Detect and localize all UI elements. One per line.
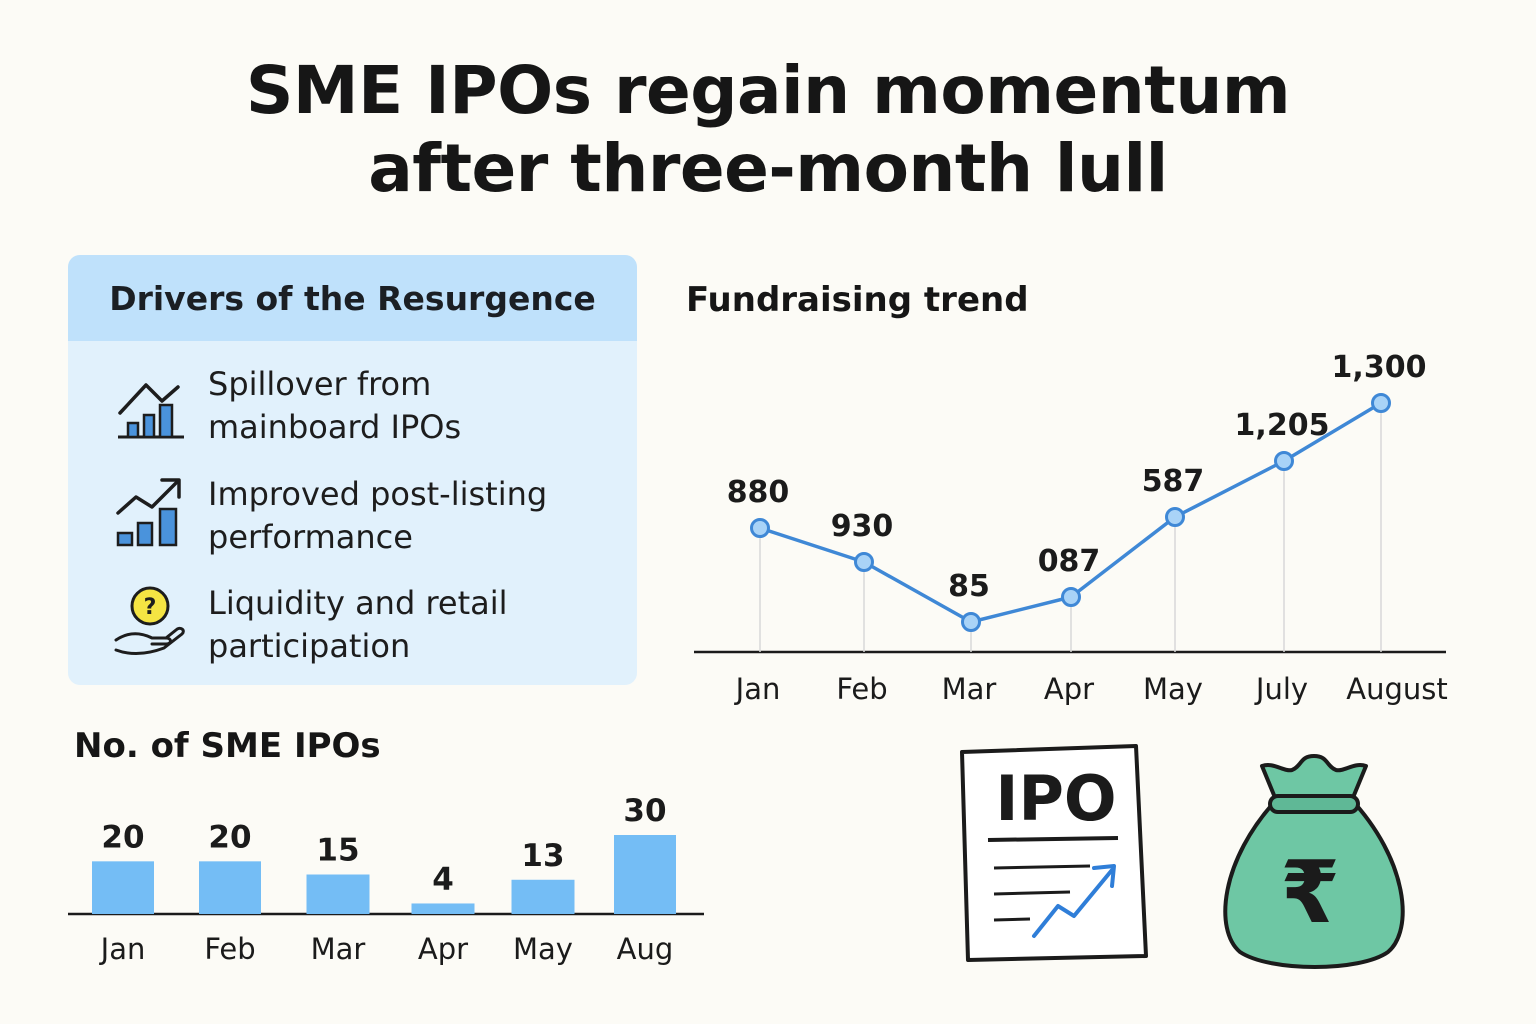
rupee-symbol: ₹ [1280,843,1340,943]
bar-value-label: 13 [521,838,564,874]
driver-text-liquidity: Liquidity and retail participation [208,582,628,668]
driver-line: Spillover from [208,365,432,403]
bar-value-label: 4 [432,861,454,897]
bar-value-label: 20 [208,819,251,855]
bar-value-label: 15 [316,833,359,869]
data-point [961,612,981,632]
title-line-2: after three-month lull [368,130,1168,207]
data-label: 930 [831,509,894,544]
driver-item-liquidity: ? Liquidity and retail participation [68,582,637,678]
x-tick-label: Apr [418,932,468,966]
svg-text:?: ? [144,595,157,620]
x-tick-label: Apr [1044,672,1094,706]
driver-item-spillover: Spillover from mainboard IPOs [68,363,637,459]
bar-chart-peak-icon [118,383,184,439]
bar-chart-growth-icon [116,478,181,547]
data-point [1274,451,1294,471]
bar-value-label: 30 [623,793,666,829]
bar [92,861,154,914]
driver-item-performance: Improved post-listing performance [68,473,637,569]
x-tick-label: Mar [942,672,997,706]
ipo-count-bar-chart: 20 Jan 20 Feb 15 Mar 4 Apr 13 May 30 Aug [68,793,704,966]
drivers-heading: Drivers of the Resurgence [68,255,637,341]
data-point [1061,587,1081,607]
x-tick-label: August [1346,672,1448,706]
data-point [1165,507,1185,527]
driver-line: Liquidity and retail [208,584,508,622]
driver-line: Improved post-listing [208,475,548,513]
title-line-1: SME IPOs regain momentum [245,52,1291,129]
x-tick-label: Mar [311,932,366,966]
x-tick-label: May [513,932,573,966]
ipo-document-text: IPO [995,762,1116,835]
data-label: 85 [948,569,990,604]
bar [411,903,475,914]
ipo-document-icon: IPO [960,744,1148,962]
ipo-count-chart-title: No. of SME IPOs [74,726,381,766]
hand-coin-icon: ? [114,586,185,656]
data-label: 880 [727,475,790,510]
data-point [750,518,770,538]
x-tick-label: Aug [617,932,674,966]
data-point [1371,393,1391,413]
data-label: 587 [1142,464,1205,499]
driver-line: mainboard IPOs [208,408,462,446]
bar [199,861,261,914]
bar-value-label: 20 [101,819,144,855]
data-point [854,552,874,572]
drivers-card: Drivers of the Resurgence Spillover from… [68,255,637,685]
x-tick-label: Jan [99,932,146,966]
data-label: 087 [1038,544,1101,579]
driver-text-performance: Improved post-listing performance [208,473,628,559]
x-tick-label: Feb [204,932,255,966]
fundraising-chart-title: Fundraising trend [686,280,1029,320]
fundraising-line-chart: 880 Jan 930 Feb 85 Mar 087 Apr 587 May 1,205 July 1,… [694,350,1448,706]
bar [614,835,676,914]
x-tick-label: May [1143,672,1203,706]
x-tick-label: July [1254,672,1308,706]
data-label: 1,300 [1332,350,1427,385]
money-bag-icon: ₹ [1223,754,1405,969]
page-title: SME IPOs regain momentum after three-mon… [0,52,1536,208]
bar [511,879,575,914]
driver-line: participation [208,627,411,665]
bar [306,874,370,914]
driver-text-spillover: Spillover from mainboard IPOs [208,363,628,449]
x-tick-label: Jan [734,672,781,706]
data-label: 1,205 [1235,408,1330,443]
driver-line: performance [208,518,413,556]
x-tick-label: Feb [836,672,887,706]
